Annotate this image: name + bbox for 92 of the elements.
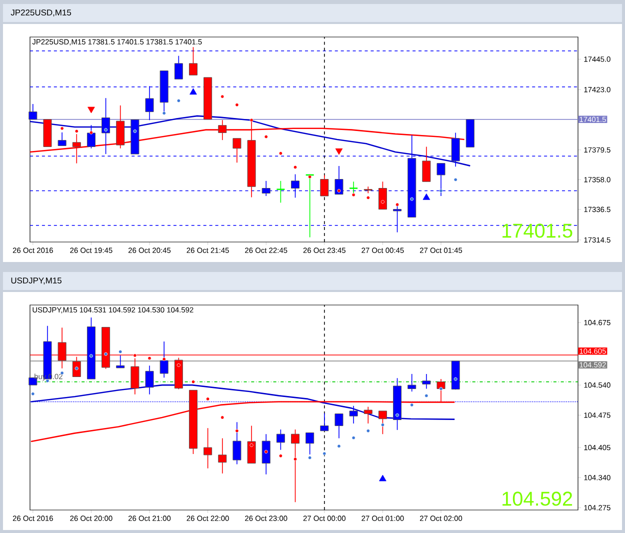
candlestick	[102, 98, 110, 154]
point	[293, 457, 298, 461]
point	[454, 178, 458, 182]
candlestick	[262, 434, 270, 475]
point	[250, 443, 254, 448]
point	[89, 354, 94, 358]
candlestick	[378, 410, 387, 435]
candlestick	[320, 412, 329, 432]
candlestick	[58, 132, 66, 146]
point	[422, 193, 430, 200]
point	[379, 474, 386, 482]
point	[424, 394, 428, 398]
candlestick	[408, 374, 416, 392]
point	[89, 130, 94, 134]
point	[366, 429, 370, 433]
candlestick	[334, 413, 344, 439]
point	[380, 200, 384, 204]
point	[366, 196, 370, 200]
point	[278, 152, 282, 156]
candlestick	[204, 428, 212, 469]
point	[250, 118, 254, 122]
point	[191, 380, 196, 384]
candlestick	[116, 355, 125, 368]
point	[133, 354, 137, 358]
annotation: 17401.5	[502, 224, 572, 238]
point	[278, 454, 282, 458]
candlestick	[378, 181, 387, 210]
point	[162, 357, 166, 361]
chart-title: USDJPY,M15	[11, 278, 62, 284]
candlestick	[422, 146, 431, 182]
candlestick	[436, 162, 446, 196]
point	[118, 350, 122, 354]
candlestick	[28, 104, 38, 120]
point	[148, 356, 152, 360]
point	[162, 111, 166, 115]
candlestick	[349, 405, 358, 424]
point	[380, 423, 384, 427]
candlestick	[364, 406, 372, 424]
point	[454, 377, 458, 381]
candlestick	[145, 365, 154, 395]
candlestick	[130, 358, 140, 395]
point	[395, 413, 400, 417]
candlestick	[291, 429, 300, 503]
point	[410, 403, 414, 407]
candlestick	[306, 432, 314, 455]
point	[352, 436, 356, 440]
candlestick	[86, 124, 96, 149]
point	[88, 106, 95, 114]
point	[293, 165, 298, 169]
point	[235, 429, 239, 433]
point	[220, 416, 224, 420]
point	[352, 193, 356, 197]
point	[308, 175, 312, 179]
point	[104, 128, 108, 132]
candlestick	[276, 180, 286, 204]
chart-title: JP225USD,M15	[10, 10, 72, 16]
candlestick	[174, 55, 183, 80]
point	[74, 366, 78, 370]
candlestick	[422, 374, 431, 390]
point	[337, 444, 341, 448]
candlestick	[247, 425, 256, 464]
candlestick	[364, 186, 372, 194]
point	[395, 202, 400, 206]
candlestick	[276, 429, 285, 450]
point	[190, 88, 197, 95]
point	[308, 456, 312, 460]
candlestick	[218, 438, 227, 474]
point	[264, 450, 268, 454]
point	[31, 392, 35, 396]
candlestick	[188, 46, 198, 76]
point	[335, 148, 343, 155]
point	[104, 352, 108, 356]
line-series	[30, 384, 456, 420]
candlestick	[232, 422, 242, 465]
point	[235, 103, 239, 107]
point	[439, 386, 443, 391]
point	[206, 397, 210, 401]
annotation: 104.592	[502, 492, 572, 506]
point	[133, 129, 137, 133]
point	[60, 126, 64, 130]
point	[176, 98, 180, 103]
point	[322, 452, 326, 456]
candlestick	[320, 174, 329, 196]
point	[439, 188, 443, 193]
candlestick	[160, 341, 168, 378]
point	[410, 197, 414, 201]
point	[337, 188, 341, 193]
candlestick	[232, 138, 242, 164]
point	[74, 129, 78, 133]
point	[220, 94, 224, 98]
point	[264, 134, 268, 139]
point	[176, 363, 180, 367]
